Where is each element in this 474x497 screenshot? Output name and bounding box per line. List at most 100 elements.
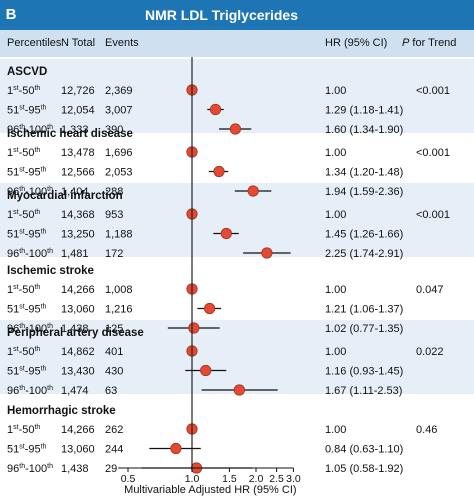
row-hr-ci: 1.45 (1.26-1.66) — [325, 229, 403, 241]
row-events: 3,007 — [105, 105, 133, 117]
row-percentile: 96th-100th — [7, 323, 53, 335]
row-hr-ci: 1.00 — [325, 147, 346, 159]
group-band — [0, 59, 474, 133]
row-percentile: 51st-95th — [7, 366, 47, 378]
percentile-part: 96 — [7, 248, 19, 260]
row-events: 262 — [105, 424, 123, 436]
hr-point-marker — [170, 442, 182, 455]
row-hr-ci: 1.00 — [325, 346, 346, 358]
percentile-part: 51 — [7, 105, 19, 117]
row-hr-ci: 1.29 (1.18-1.41) — [325, 105, 403, 117]
row-n-total: 1,438 — [61, 323, 89, 335]
row-hr-ci: 1.00 — [325, 284, 346, 296]
row-n-total: 12,054 — [61, 105, 95, 117]
row-percentile: 51st-95th — [7, 229, 47, 241]
percentile-part: th — [47, 186, 53, 193]
row-percentile: 51st-95th — [7, 304, 47, 316]
group-name: Myocardial infarction — [7, 190, 123, 202]
row-n-total: 13,250 — [61, 229, 95, 241]
row-n-total: 1,438 — [61, 463, 89, 475]
row-hr-ci: 1.16 (0.93-1.45) — [325, 366, 403, 378]
percentile-part: th — [47, 248, 53, 255]
x-tick-label: 0.5 — [121, 473, 136, 485]
percentile-part: th — [19, 385, 25, 392]
percentile-part: -95 — [25, 366, 41, 378]
percentile-part: -95 — [25, 229, 41, 241]
percentile-part: st — [13, 209, 19, 216]
row-hr-ci: 1.67 (1.11-2.53) — [325, 385, 402, 397]
row-events: 953 — [105, 209, 123, 221]
row-events: 1,008 — [105, 284, 133, 296]
percentile-part: -95 — [25, 105, 41, 117]
percentile-part: th — [19, 186, 25, 193]
row-n-total: 1,333 — [61, 124, 89, 136]
hr-point-marker — [233, 384, 245, 396]
percentile-part: 51 — [7, 304, 19, 316]
row-percentile: 1st-50th — [7, 346, 40, 358]
percentile-part: 1 — [7, 209, 13, 221]
percentile-part: 96 — [7, 385, 19, 397]
percentile-part: -95 — [25, 444, 41, 456]
row-events: 430 — [105, 366, 123, 378]
x-tick-label: 2.0 — [249, 473, 264, 485]
percentile-part: -100 — [25, 385, 47, 397]
group-name: Peripheral artery disease — [7, 327, 144, 339]
percentile-part: 1 — [7, 147, 13, 159]
percentile-part: th — [47, 124, 53, 131]
percentile-part: th — [41, 304, 47, 311]
row-percentile: 1st-50th — [7, 147, 40, 159]
row-events: 125 — [105, 323, 123, 335]
percentile-part: st — [19, 167, 25, 174]
x-tick-label: 2.5 — [269, 473, 284, 485]
header-p-rest: for Trend — [409, 37, 457, 49]
group-name: Ischemic stroke — [7, 265, 94, 277]
group-p-trend: 0.022 — [416, 346, 444, 358]
row-hr-ci: 1.34 (1.20-1.48) — [325, 167, 403, 179]
row-n-total: 12,726 — [61, 85, 95, 97]
hr-point-marker — [213, 165, 225, 178]
hr-point-marker — [188, 322, 200, 334]
percentile-part: 51 — [7, 229, 19, 241]
row-percentile: 1st-50th — [7, 284, 40, 296]
percentile-part: th — [41, 229, 47, 236]
header-events: Events — [105, 37, 139, 49]
chart-title: NMR LDL Triglycerides — [145, 7, 299, 23]
row-n-total: 1,481 — [61, 248, 89, 260]
percentile-part: th — [34, 284, 40, 291]
percentile-part: th — [41, 366, 47, 373]
row-events: 2,369 — [105, 85, 133, 97]
percentile-part: -95 — [25, 304, 41, 316]
row-percentile: 1st-50th — [7, 85, 40, 97]
percentile-part: -50 — [19, 147, 35, 159]
group-p-trend: 0.047 — [416, 284, 444, 296]
percentile-part: th — [19, 463, 25, 470]
percentile-part: st — [13, 346, 19, 353]
hr-point-marker — [261, 247, 273, 259]
row-events: 2,053 — [105, 167, 133, 179]
percentile-part: 1 — [7, 85, 13, 97]
row-events: 63 — [105, 385, 117, 397]
percentile-part: th — [19, 124, 25, 131]
row-hr-ci: 1.00 — [325, 209, 346, 221]
row-n-total: 1,404 — [61, 186, 89, 198]
percentile-part: 96 — [7, 186, 19, 198]
hr-point-marker — [204, 302, 216, 315]
header-hr: HR (95% CI) — [325, 37, 388, 49]
percentile-part: st — [19, 304, 25, 311]
percentile-part: 1 — [7, 346, 13, 358]
group-p-trend: <0.001 — [416, 147, 450, 159]
percentile-part: 1 — [7, 424, 13, 436]
x-tick-label: 1.0 — [185, 473, 200, 485]
row-hr-ci: 1.21 (1.06-1.37) — [325, 304, 403, 316]
percentile-part: -100 — [25, 323, 47, 335]
percentile-part: 1 — [7, 284, 13, 296]
hr-point-marker — [247, 185, 259, 197]
percentile-part: -50 — [19, 209, 35, 221]
x-tick-label: 3.0 — [286, 473, 301, 485]
row-hr-ci: 1.00 — [325, 424, 346, 436]
row-percentile: 51st-95th — [7, 444, 47, 456]
percentile-part: th — [47, 385, 53, 392]
row-events: 1,696 — [105, 147, 133, 159]
row-events: 244 — [105, 444, 123, 456]
